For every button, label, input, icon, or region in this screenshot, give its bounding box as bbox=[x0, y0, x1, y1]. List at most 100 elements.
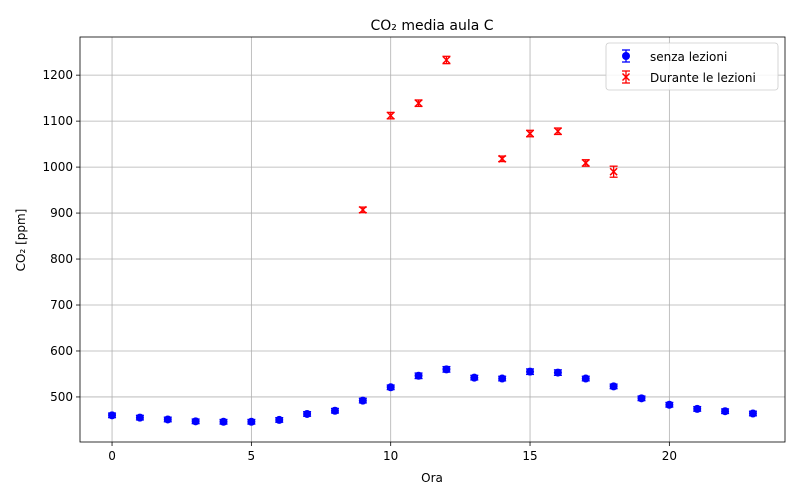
data-point bbox=[748, 409, 757, 418]
data-point-marker bbox=[191, 417, 200, 426]
data-point-marker bbox=[108, 411, 117, 420]
x-tick-label: 20 bbox=[662, 449, 677, 463]
data-point-marker bbox=[442, 365, 451, 374]
data-point-marker bbox=[386, 383, 395, 392]
data-point-marker bbox=[609, 382, 618, 391]
y-tick-label: 800 bbox=[50, 252, 73, 266]
data-point bbox=[498, 154, 507, 163]
data-point bbox=[108, 411, 117, 420]
data-point-marker bbox=[525, 129, 535, 138]
data-point-marker bbox=[637, 394, 646, 403]
legend-marker-durante-le-lezioni bbox=[621, 70, 631, 84]
data-series bbox=[108, 55, 757, 426]
data-point bbox=[414, 99, 423, 108]
data-point bbox=[553, 127, 562, 136]
data-point bbox=[581, 374, 590, 383]
data-point bbox=[525, 129, 535, 138]
data-point bbox=[637, 394, 646, 403]
marker-stroke bbox=[414, 99, 423, 108]
x-tick-label: 5 bbox=[248, 449, 256, 463]
data-point-marker bbox=[442, 55, 451, 65]
data-point-marker bbox=[358, 205, 367, 214]
y-axis-title: CO₂ [ppm] bbox=[14, 209, 28, 272]
x-axis-ticks: 0 5 10 15 20 bbox=[108, 442, 677, 463]
data-point-marker bbox=[470, 373, 479, 382]
marker-stroke bbox=[386, 111, 395, 120]
x-axis-title: Ora bbox=[421, 471, 443, 485]
data-point bbox=[358, 396, 367, 405]
grid bbox=[80, 37, 785, 442]
marker-stroke bbox=[498, 154, 507, 163]
data-point bbox=[386, 111, 395, 120]
data-point bbox=[693, 404, 702, 413]
y-tick-label: 1200 bbox=[42, 68, 73, 82]
data-point bbox=[609, 382, 618, 391]
data-point-marker bbox=[721, 407, 730, 416]
marker-stroke bbox=[358, 205, 367, 214]
data-point bbox=[330, 406, 339, 415]
y-tick-label: 1000 bbox=[42, 160, 73, 174]
data-point bbox=[498, 374, 507, 383]
data-point-marker bbox=[498, 374, 507, 383]
data-point bbox=[526, 367, 535, 376]
data-point bbox=[163, 415, 172, 424]
data-point-marker bbox=[553, 368, 562, 377]
marker-stroke bbox=[581, 158, 590, 167]
marker-stroke bbox=[609, 167, 618, 176]
data-point-marker bbox=[163, 415, 172, 424]
series-0 bbox=[108, 365, 757, 426]
data-point bbox=[581, 158, 590, 167]
data-point-marker bbox=[693, 404, 702, 413]
data-point-marker bbox=[219, 417, 228, 426]
x-tick-label: 15 bbox=[522, 449, 537, 463]
data-point-marker bbox=[275, 415, 284, 424]
x-tick-label: 0 bbox=[108, 449, 116, 463]
data-point bbox=[665, 400, 674, 409]
plot-frame bbox=[79, 36, 786, 443]
data-point-marker bbox=[553, 127, 562, 136]
data-point bbox=[386, 383, 395, 392]
data-point-marker bbox=[609, 167, 618, 176]
data-point-marker bbox=[330, 406, 339, 415]
data-point-marker bbox=[526, 367, 535, 376]
data-point bbox=[247, 417, 256, 426]
data-point bbox=[553, 368, 562, 377]
data-point bbox=[219, 417, 228, 426]
y-tick-label: 600 bbox=[50, 344, 73, 358]
marker-stroke bbox=[621, 72, 631, 82]
legend: senza lezioni Durante le lezioni bbox=[605, 42, 779, 91]
data-point-marker bbox=[358, 396, 367, 405]
legend-label-durante-le-lezioni: Durante le lezioni bbox=[650, 71, 756, 85]
data-point bbox=[414, 371, 423, 380]
data-point bbox=[358, 205, 367, 214]
series-1 bbox=[358, 55, 618, 214]
marker-stroke bbox=[442, 55, 451, 65]
marker-stroke bbox=[553, 127, 562, 136]
legend-marker-senza-lezioni bbox=[622, 49, 630, 63]
y-tick-label: 700 bbox=[50, 298, 73, 312]
data-point bbox=[721, 407, 730, 416]
data-point bbox=[470, 373, 479, 382]
chart-title: CO₂ media aula C bbox=[370, 18, 493, 34]
data-point bbox=[442, 365, 451, 374]
data-point-marker bbox=[621, 72, 631, 82]
marker-stroke bbox=[525, 129, 535, 138]
legend-box bbox=[605, 42, 779, 91]
data-point-marker bbox=[748, 409, 757, 418]
data-point bbox=[135, 413, 144, 422]
data-point bbox=[442, 55, 451, 65]
data-point bbox=[191, 417, 200, 426]
data-point-marker bbox=[135, 413, 144, 422]
y-tick-label: 1100 bbox=[42, 114, 73, 128]
data-point bbox=[275, 415, 284, 424]
legend-label-senza-lezioni: senza lezioni bbox=[650, 50, 727, 64]
data-point bbox=[303, 409, 312, 418]
data-point-marker bbox=[622, 52, 630, 60]
data-point-marker bbox=[581, 158, 590, 167]
data-point-marker bbox=[581, 374, 590, 383]
data-point-marker bbox=[414, 371, 423, 380]
data-point-marker bbox=[386, 111, 395, 120]
y-axis-ticks: 500 600 700 800 900 1000 1100 1200 bbox=[42, 68, 80, 404]
data-point-marker bbox=[247, 417, 256, 426]
